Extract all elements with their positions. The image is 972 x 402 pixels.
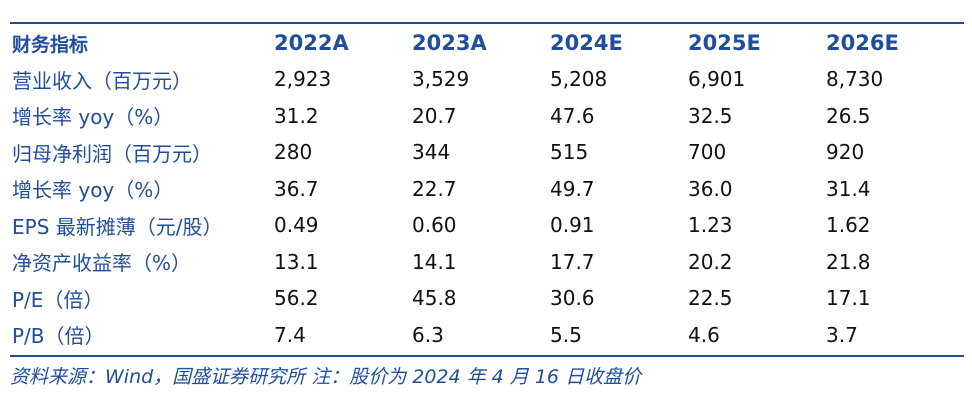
cell-value: 0.49	[274, 213, 319, 238]
cell-value: 45.8	[412, 286, 457, 311]
table-row: P/B（倍） 7.4 6.3 5.5 4.6 3.7	[10, 317, 964, 354]
row-label: 营业收入（百万元）	[12, 68, 192, 93]
cell-value: 22.7	[412, 176, 457, 201]
cell-value: 49.7	[550, 176, 595, 201]
cell-value: 3,529	[412, 67, 470, 92]
cell-value: 700	[688, 140, 727, 165]
cell-value: 3.7	[826, 322, 858, 347]
table-row: 增长率 yoy（%） 31.2 20.7 47.6 32.5 26.5	[10, 98, 964, 135]
table-row: EPS 最新摊薄（元/股） 0.49 0.60 0.91 1.23 1.62	[10, 207, 964, 244]
table-row: 营业收入（百万元） 2,923 3,529 5,208 6,901 8,730	[10, 61, 964, 98]
cell-value: 920	[826, 140, 865, 165]
cell-value: 21.8	[826, 249, 871, 274]
cell-value: 30.6	[550, 286, 595, 311]
cell-value: 47.6	[550, 103, 595, 128]
cell-value: 20.2	[688, 249, 733, 274]
financial-indicators-table: 财务指标 2022A 2023A 2024E 2025E 2026E 营业收入（…	[10, 25, 964, 353]
cell-value: 31.4	[826, 176, 871, 201]
cell-value: 0.91	[550, 213, 595, 238]
cell-value: 280	[274, 140, 313, 165]
cell-value: 344	[412, 140, 451, 165]
header-year-2022: 2022A	[274, 31, 349, 55]
cell-value: 56.2	[274, 286, 319, 311]
cell-value: 2,923	[274, 67, 332, 92]
row-label: 增长率 yoy（%）	[12, 105, 174, 130]
cell-value: 17.7	[550, 249, 595, 274]
table-row: 净资产收益率（%） 13.1 14.1 17.7 20.2 21.8	[10, 244, 964, 281]
cell-value: 20.7	[412, 103, 457, 128]
row-label: P/B（倍）	[12, 324, 105, 349]
source-footnote: 资料来源：Wind，国盛证券研究所 注：股价为 2024 年 4 月 16 日收…	[10, 366, 642, 388]
cell-value: 1.62	[826, 213, 871, 238]
header-indicator: 财务指标	[12, 33, 89, 56]
cell-value: 4.6	[688, 322, 720, 347]
cell-value: 36.7	[274, 176, 319, 201]
header-row: 财务指标 2022A 2023A 2024E 2025E 2026E	[10, 25, 964, 61]
cell-value: 6,901	[688, 67, 746, 92]
row-label: 增长率 yoy（%）	[12, 178, 174, 203]
header-year-2026: 2026E	[826, 31, 899, 55]
table-body: 营业收入（百万元） 2,923 3,529 5,208 6,901 8,730 增长率 yo…	[10, 61, 964, 353]
cell-value: 22.5	[688, 286, 733, 311]
cell-value: 515	[550, 140, 589, 165]
row-label: P/E（倍）	[12, 287, 104, 312]
cell-value: 13.1	[274, 249, 319, 274]
table-row: P/E（倍） 56.2 45.8 30.6 22.5 17.1	[10, 280, 964, 317]
table-bottom-rule	[10, 355, 964, 357]
cell-value: 31.2	[274, 103, 319, 128]
cell-value: 32.5	[688, 103, 733, 128]
cell-value: 26.5	[826, 103, 871, 128]
header-year-2023: 2023A	[412, 31, 487, 55]
cell-value: 8,730	[826, 67, 884, 92]
table-header: 财务指标 2022A 2023A 2024E 2025E 2026E	[10, 25, 964, 61]
cell-value: 36.0	[688, 176, 733, 201]
table-row: 增长率 yoy（%） 36.7 22.7 49.7 36.0 31.4	[10, 171, 964, 208]
row-label: EPS 最新摊薄（元/股）	[12, 214, 223, 239]
cell-value: 7.4	[274, 322, 306, 347]
table-top-rule	[10, 22, 964, 24]
header-year-2024: 2024E	[550, 31, 623, 55]
cell-value: 1.23	[688, 213, 733, 238]
table-row: 归母净利润（百万元） 280 344 515 700 920	[10, 134, 964, 171]
header-year-2025: 2025E	[688, 31, 761, 55]
cell-value: 5,208	[550, 67, 608, 92]
cell-value: 14.1	[412, 249, 457, 274]
cell-value: 6.3	[412, 322, 444, 347]
cell-value: 17.1	[826, 286, 871, 311]
cell-value: 5.5	[550, 322, 582, 347]
cell-value: 0.60	[412, 213, 457, 238]
row-label: 归母净利润（百万元）	[12, 141, 212, 166]
row-label: 净资产收益率（%）	[12, 251, 192, 276]
